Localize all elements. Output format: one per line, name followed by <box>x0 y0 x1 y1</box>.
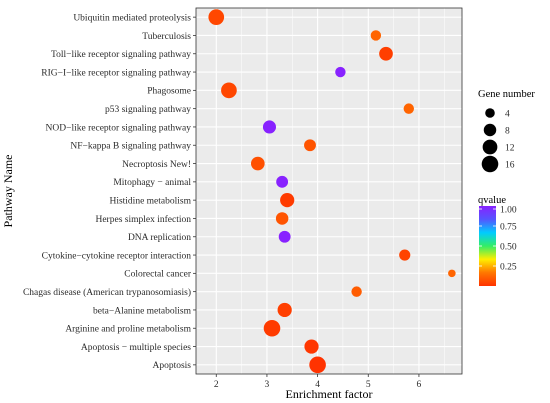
data-point <box>208 9 225 25</box>
y-tick-label: Tuberculosis <box>142 32 191 42</box>
x-tick-label: 6 <box>417 380 422 390</box>
y-tick-label: Necroptosis New! <box>122 160 191 170</box>
data-point <box>399 249 411 261</box>
y-tick-label: NF−kappa B signaling pathway <box>70 142 191 152</box>
size-legend-label: 12 <box>505 143 515 153</box>
data-point <box>335 66 346 78</box>
data-point <box>304 339 319 354</box>
plot-panel <box>196 8 462 374</box>
size-legend-symbol <box>482 139 498 155</box>
x-tick-label: 3 <box>265 380 270 390</box>
size-legend-symbol <box>481 155 499 173</box>
y-tick-label: Histidine metabolism <box>109 196 191 206</box>
data-point <box>379 46 393 61</box>
data-point <box>370 30 382 41</box>
data-point <box>277 302 292 318</box>
data-point <box>351 286 362 297</box>
data-point <box>262 120 277 134</box>
colorbar-tick-label: 0.25 <box>500 262 517 272</box>
data-point <box>250 156 265 171</box>
data-point <box>263 319 281 337</box>
qvalue-colorbar <box>479 206 496 286</box>
y-tick-label: p53 signaling pathway <box>105 105 191 115</box>
size-legend-label: 8 <box>505 126 510 136</box>
x-axis-ticks: 2 3 4 5 6 <box>214 374 422 390</box>
data-point <box>278 230 291 243</box>
plot-panel-border <box>195 7 463 375</box>
size-legend-symbol <box>483 123 497 137</box>
y-tick-label: Mitophagy − animal <box>113 178 191 188</box>
data-point <box>448 269 456 278</box>
size-legend-label: 16 <box>505 160 515 170</box>
y-tick-label: Apoptosis − multiple species <box>81 343 191 353</box>
y-axis-title: Pathway Name <box>1 155 15 228</box>
data-point <box>309 356 326 374</box>
x-tick-label: 5 <box>366 380 371 390</box>
colorbar-tick-label: 1.00 <box>500 205 517 215</box>
y-tick-label: Toll−like receptor signaling pathway <box>51 50 191 60</box>
y-tick-label: Herpes simplex infection <box>95 214 191 225</box>
color-legend: qvalue 1.00 0.75 0.50 0.25 <box>478 195 517 286</box>
x-axis-title: Enrichment factor <box>286 387 373 401</box>
y-tick-label: Ubiquitin mediated proteolysis <box>73 13 191 23</box>
data-point <box>276 175 289 188</box>
y-tick-label: Chagas disease (American trypanosomiasis… <box>23 287 191 298</box>
size-legend-label: 4 <box>505 109 510 119</box>
y-tick-label: Colorectal cancer <box>124 270 192 280</box>
size-legend-title: Gene number <box>478 89 535 100</box>
y-tick-label: NOD−like receptor signaling pathway <box>46 123 192 133</box>
y-tick-label: beta−Alanine metabolism <box>93 306 192 316</box>
y-tick-label: Apoptosis <box>152 361 191 371</box>
data-point <box>221 82 237 99</box>
data-point <box>403 103 415 114</box>
data-point <box>275 212 289 225</box>
y-tick-label: Phagosome <box>147 87 191 97</box>
y-tick-label: Cytokine−cytokine receptor interaction <box>42 251 192 261</box>
colorbar-tick-label: 0.50 <box>500 242 517 252</box>
x-tick-label: 4 <box>315 380 320 390</box>
x-tick-label: 2 <box>214 380 219 390</box>
y-tick-label: DNA replication <box>128 233 191 243</box>
y-tick-label: RIG−I−like receptor signaling pathway <box>41 68 191 78</box>
y-axis-ticks: Ubiquitin mediated proteolysis Tuberculos… <box>23 13 196 371</box>
size-legend: Gene number 4 8 12 16 <box>478 89 535 173</box>
color-legend-title: qvalue <box>478 195 506 206</box>
y-tick-label: Arginine and proline metabolism <box>65 325 191 335</box>
data-points <box>208 9 456 374</box>
data-point <box>304 139 316 152</box>
size-legend-symbol <box>485 108 495 118</box>
colorbar-tick-label: 0.75 <box>500 222 517 232</box>
data-point <box>280 193 295 208</box>
